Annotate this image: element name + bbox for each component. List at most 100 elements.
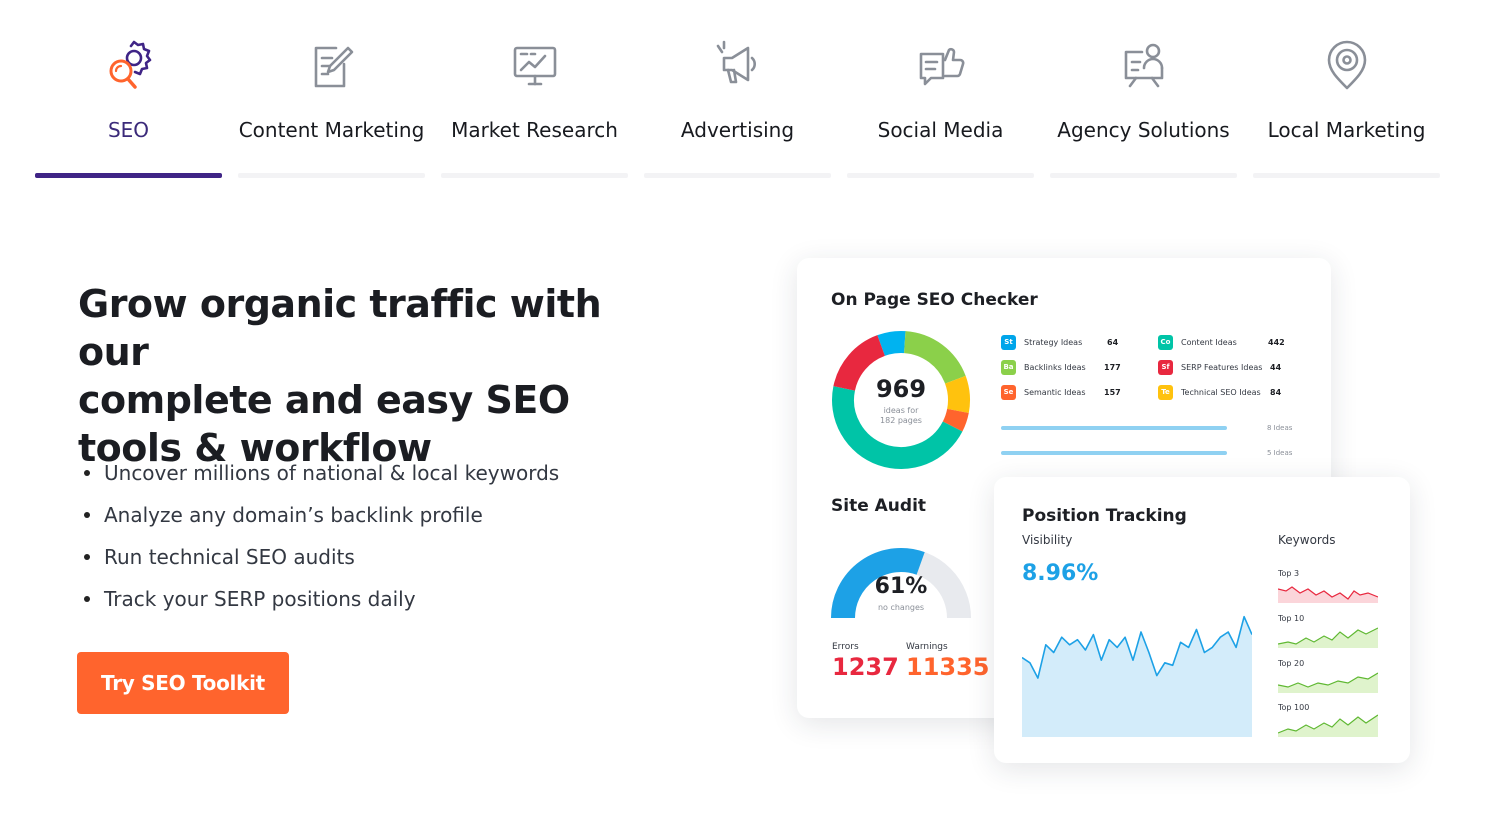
tab-label: Market Research — [451, 118, 618, 142]
idea-count: 84 — [1270, 387, 1282, 397]
idea-name: Semantic Ideas — [1024, 387, 1086, 397]
idea-name: Content Ideas — [1181, 337, 1237, 347]
try-seo-toolkit-button[interactable]: Try SEO Toolkit — [77, 652, 289, 714]
megaphone-icon — [708, 36, 768, 96]
sparkline-area — [1278, 715, 1378, 737]
sparkline-line — [1278, 714, 1378, 734]
monitor-chart-icon — [505, 36, 565, 96]
ideas-progress-bar — [1001, 426, 1227, 430]
tab-indicator — [35, 173, 222, 178]
tab-local-marketing[interactable]: Local Marketing — [1253, 30, 1440, 178]
idea-serp-features: Sf SERP Features Ideas 44 — [1158, 359, 1281, 375]
ideas-sub-line: ideas for — [883, 406, 919, 415]
keyword-group-label: Top 3 — [1278, 569, 1300, 578]
top20-sparkline — [1278, 672, 1378, 693]
donut-segment — [944, 375, 970, 413]
donut-segments — [832, 331, 970, 469]
site-audit-sub: no changes — [877, 603, 925, 612]
ideas-progress-label: 5 Ideas — [1267, 449, 1293, 457]
idea-badge: St — [1001, 334, 1016, 350]
keyword-group-label: Top 10 — [1278, 614, 1305, 623]
idea-badge: Co — [1158, 334, 1173, 350]
idea-count: 64 — [1107, 337, 1119, 347]
site-audit-title: Site Audit — [831, 496, 927, 516]
idea-badge: Sf — [1158, 359, 1173, 375]
location-pin-icon — [1317, 36, 1377, 96]
errors-value: 1237 — [832, 653, 899, 681]
tab-indicator — [644, 173, 831, 178]
tab-label: Advertising — [680, 118, 795, 142]
ideas-legend: St Strategy Ideas 64 Ba Backlinks Ideas … — [1001, 334, 1301, 414]
tab-indicator — [1253, 173, 1440, 178]
visibility-area-chart — [1022, 615, 1252, 737]
warnings-value: 11335 — [906, 653, 990, 681]
tab-indicator — [441, 173, 628, 178]
tab-indicator — [1050, 173, 1237, 178]
sparkline-line — [1278, 672, 1378, 688]
hero-title-line: complete and easy SEO — [78, 378, 570, 422]
hero-title-line: Grow organic traffic with our — [78, 282, 602, 374]
visibility-label: Visibility — [1022, 533, 1073, 547]
idea-badge: Se — [1001, 384, 1016, 400]
tab-advertising[interactable]: Advertising — [644, 30, 831, 178]
idea-count: 442 — [1268, 337, 1285, 347]
idea-name: Technical SEO Ideas — [1181, 387, 1261, 397]
visibility-area — [1022, 616, 1252, 737]
errors-label: Errors — [832, 642, 859, 652]
tab-label: Social Media — [877, 118, 1004, 142]
tab-market-research[interactable]: Market Research — [441, 30, 628, 178]
product-tabs: SEO Content Marketing — [35, 30, 1453, 180]
gauge-fill — [831, 548, 925, 619]
idea-count: 177 — [1104, 362, 1121, 372]
feature-item: Analyze any domain’s backlink profile — [82, 502, 559, 544]
keyword-group-label: Top 20 — [1278, 659, 1305, 668]
keywords-label: Keywords — [1278, 533, 1336, 547]
tab-label: Content Marketing — [238, 118, 425, 142]
top100-sparkline — [1278, 714, 1378, 737]
seo-gear-magnifier-icon — [99, 36, 159, 96]
idea-name: SERP Features Ideas — [1181, 362, 1263, 372]
idea-badge: Te — [1158, 384, 1173, 400]
ideas-sub-line: 182 pages — [880, 416, 922, 425]
tab-indicator — [238, 173, 425, 178]
donut-segment — [832, 386, 963, 469]
feature-list: Uncover millions of national & local key… — [82, 460, 559, 628]
keyword-group-label: Top 100 — [1278, 703, 1310, 712]
idea-strategy: St Strategy Ideas 64 — [1001, 334, 1118, 350]
warnings-label: Warnings — [906, 642, 948, 652]
tab-social-media[interactable]: Social Media — [847, 30, 1034, 178]
donut-segment — [877, 331, 906, 357]
document-pencil-icon — [302, 36, 362, 96]
top3-sparkline — [1278, 586, 1378, 603]
sparkline-area — [1278, 673, 1378, 693]
feature-item: Uncover millions of national & local key… — [82, 460, 559, 502]
tab-label: Agency Solutions — [1057, 118, 1230, 142]
site-audit-percent: 61% — [874, 574, 928, 599]
sparkline-area — [1278, 587, 1378, 603]
ideas-progress-bar — [1001, 451, 1227, 455]
ideas-total-sub: ideas for 182 pages — [831, 406, 971, 426]
idea-technical-seo: Te Technical SEO Ideas 84 — [1158, 384, 1281, 400]
visibility-value: 8.96% — [1022, 561, 1099, 586]
sparkline-line — [1278, 586, 1378, 600]
tab-seo[interactable]: SEO — [35, 30, 222, 178]
thumbs-up-icon — [911, 36, 971, 96]
position-tracking-card: Position Tracking Visibility 8.96% Keywo… — [994, 477, 1410, 763]
feature-item: Run technical SEO audits — [82, 544, 559, 586]
on-page-seo-title: On Page SEO Checker — [831, 290, 1038, 310]
tab-content-marketing[interactable]: Content Marketing — [238, 30, 425, 178]
idea-semantic: Se Semantic Ideas 157 — [1001, 384, 1121, 400]
ideas-total: 969 — [875, 375, 927, 403]
idea-count: 157 — [1104, 387, 1121, 397]
position-tracking-title: Position Tracking — [1022, 506, 1187, 526]
site-audit-gauge — [831, 548, 971, 619]
tab-label: Local Marketing — [1267, 118, 1426, 142]
top10-sparkline — [1278, 627, 1378, 648]
hero-title: Grow organic traffic with our complete a… — [78, 280, 658, 472]
idea-backlinks: Ba Backlinks Ideas 177 — [1001, 359, 1121, 375]
donut-segment — [942, 408, 969, 432]
idea-name: Strategy Ideas — [1024, 337, 1083, 347]
donut-segment — [903, 331, 966, 385]
tab-indicator — [847, 173, 1034, 178]
tab-agency-solutions[interactable]: Agency Solutions — [1050, 30, 1237, 178]
